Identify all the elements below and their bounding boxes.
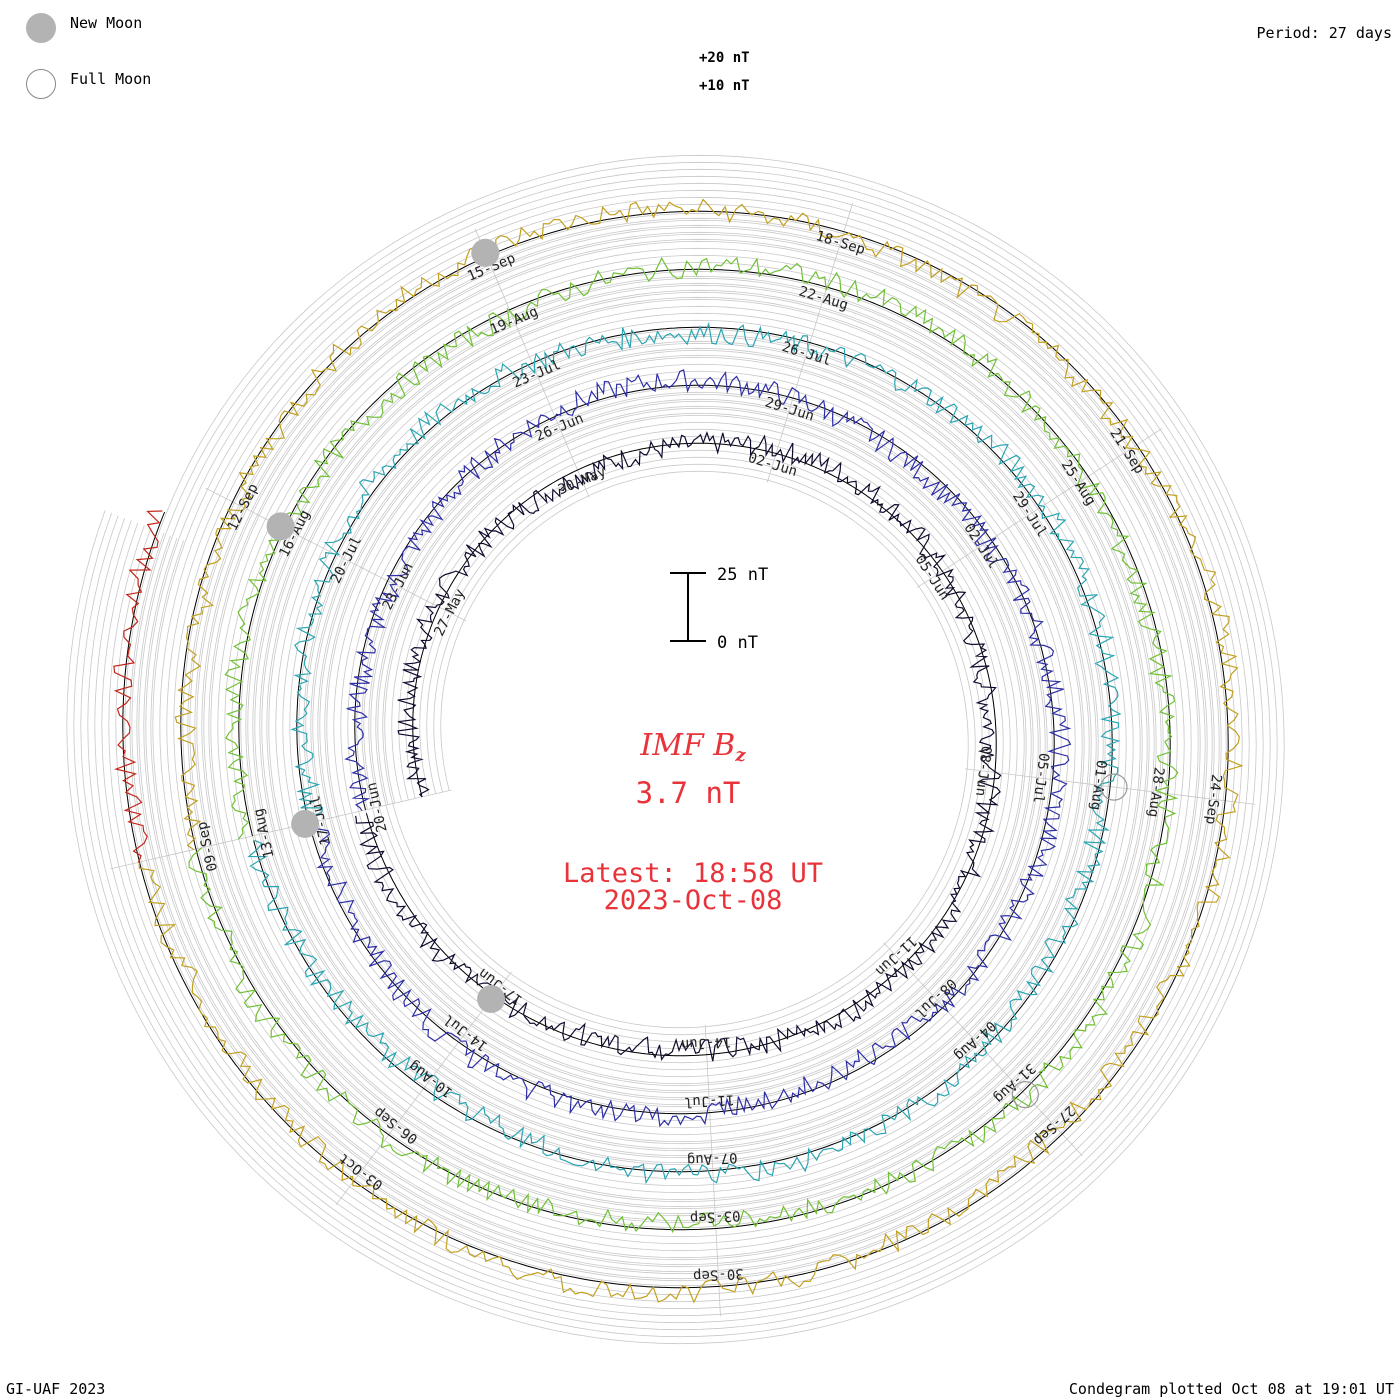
date-label: 05-Jul <box>1030 752 1052 804</box>
parameter-name-main: IMF B <box>640 728 736 763</box>
grid-spiral <box>150 238 1201 1261</box>
series-traces <box>113 198 1244 1304</box>
ring-scale-labels: +20 nT +10 nT <box>699 50 750 94</box>
grid-spoke <box>223 828 282 844</box>
series-baseline <box>309 384 1055 1115</box>
latest-date: 2023-Oct-08 <box>603 885 783 916</box>
ring-scale-label-20: +20 nT <box>699 50 750 66</box>
new-moon-marker <box>477 985 506 1013</box>
series-line-rotation-1 <box>355 431 1002 1062</box>
grid-spiral <box>115 203 1236 1296</box>
full-moon-legend-label: Full Moon <box>70 70 152 88</box>
grid-spiral <box>94 182 1257 1317</box>
grid-spiral <box>108 196 1243 1303</box>
plot-timestamp: Condegram plotted Oct 08 at 19:01 UT <box>1068 1380 1394 1398</box>
series-line-rotation-5 <box>138 198 1244 1304</box>
scale-bar-bottom-label: 0 nT <box>717 633 758 653</box>
grid-spiral <box>143 231 1208 1268</box>
period-label: Period: 27 days <box>1256 24 1392 42</box>
moon-markers <box>266 238 1128 1109</box>
full-moon-marker <box>1100 773 1128 801</box>
date-label: 08-Jun <box>972 745 994 797</box>
full-moon-marker <box>1011 1080 1039 1109</box>
date-label: 14-Jun <box>680 1033 731 1052</box>
series-line-rotation-2 <box>309 369 1072 1128</box>
scale-bar: 25 nT 0 nT <box>670 565 768 653</box>
new-moon-legend-label: New Moon <box>70 14 143 32</box>
date-label: 11-Jul <box>684 1091 735 1110</box>
date-label: 24-Sep <box>1202 773 1224 825</box>
series-baseline <box>253 326 1113 1173</box>
series-baseline <box>365 442 997 1057</box>
date-label: 07-Aug <box>687 1149 738 1168</box>
parameter-name: IMF Bz <box>0 728 1386 766</box>
grid-spiral <box>87 175 1264 1324</box>
parameter-subscript: z <box>735 745 746 766</box>
grid-spiral <box>136 224 1215 1275</box>
date-label: 01-Aug <box>1087 759 1109 811</box>
credit-left: GI-UAF 2023 <box>6 1380 106 1398</box>
parameter-value: 3.7 nT <box>635 776 741 810</box>
date-label: 30-Sep <box>693 1265 744 1284</box>
grid-spoke <box>336 802 395 818</box>
ring-scale-label-10: +10 nT <box>699 78 750 94</box>
scale-bar-top-label: 25 nT <box>717 565 768 585</box>
series-line-rotation-4 <box>188 256 1179 1234</box>
latest-time: Latest: 18:58 UT <box>562 858 824 889</box>
series-line-rotation-3 <box>247 321 1122 1185</box>
new-moon-marker <box>291 809 320 838</box>
series-baseline <box>122 511 166 863</box>
date-label: 28-Aug <box>1145 766 1167 818</box>
full-moon-swatch <box>26 69 56 99</box>
date-label: 03-Sep <box>690 1207 741 1226</box>
new-moon-marker <box>471 238 500 267</box>
new-moon-marker <box>266 512 295 541</box>
grid-spiral <box>101 189 1250 1310</box>
series-baseline <box>195 268 1171 1231</box>
grid-spiral <box>73 161 1278 1338</box>
grid-spiral <box>80 168 1271 1331</box>
new-moon-swatch <box>26 13 56 43</box>
series-line-rotation-6 <box>113 510 163 863</box>
